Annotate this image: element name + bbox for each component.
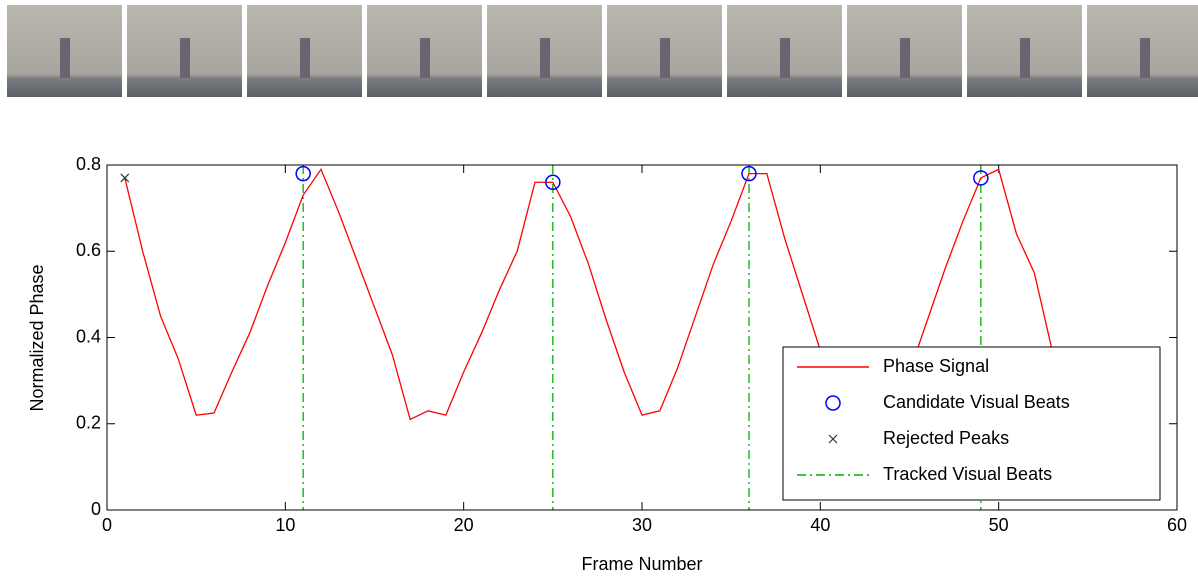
legend-swatch (825, 395, 841, 411)
x-tick-label: 20 (454, 515, 474, 535)
candidate-beat (973, 170, 989, 186)
axes-box (106, 164, 1178, 511)
legend-label: Tracked Visual Beats (883, 464, 1052, 484)
x-axis-label: Frame Number (581, 554, 702, 574)
plot: 0 10 20 30 40 50 60 0 0.2 0.4 0.6 0.8 Phase Signal Ca… (76, 154, 1187, 535)
x-tick-label: 30 (632, 515, 652, 535)
y-tick-label: 0.4 (76, 326, 101, 346)
figure-silhouette (180, 38, 190, 78)
legend-label: Phase Signal (883, 356, 989, 376)
x-tick-label: 40 (810, 515, 830, 535)
y-tick-label: 0 (91, 499, 101, 519)
candidate-beat (545, 174, 561, 190)
y-axis-label: Normalized Phase (27, 264, 47, 411)
figure-silhouette (300, 38, 310, 78)
figure-silhouette (540, 38, 550, 78)
legend-swatch (828, 434, 838, 444)
figure-silhouette (420, 38, 430, 78)
figure-silhouette (1020, 38, 1030, 78)
y-tick-label: 0.6 (76, 240, 101, 260)
figure-silhouette (660, 38, 670, 78)
y-tick-label: 0.8 (76, 154, 101, 174)
legend-label: Rejected Peaks (883, 428, 1009, 448)
figure-silhouette (900, 38, 910, 78)
x-tick-label: 0 (102, 515, 112, 535)
figure-silhouette (780, 38, 790, 78)
rejected-peak (120, 173, 130, 183)
y-tick-label: 0.2 (76, 413, 101, 433)
candidate-beat (295, 165, 311, 182)
figure-silhouette (60, 38, 70, 78)
x-tick-label: 60 (1167, 515, 1187, 535)
candidate-beat (741, 165, 757, 182)
x-tick-label: 10 (275, 515, 295, 535)
legend-label: Candidate Visual Beats (883, 392, 1070, 412)
frame-strip (7, 5, 1198, 97)
figure-silhouette (1140, 38, 1150, 78)
x-tick-label: 50 (989, 515, 1009, 535)
legend-box (782, 346, 1161, 501)
